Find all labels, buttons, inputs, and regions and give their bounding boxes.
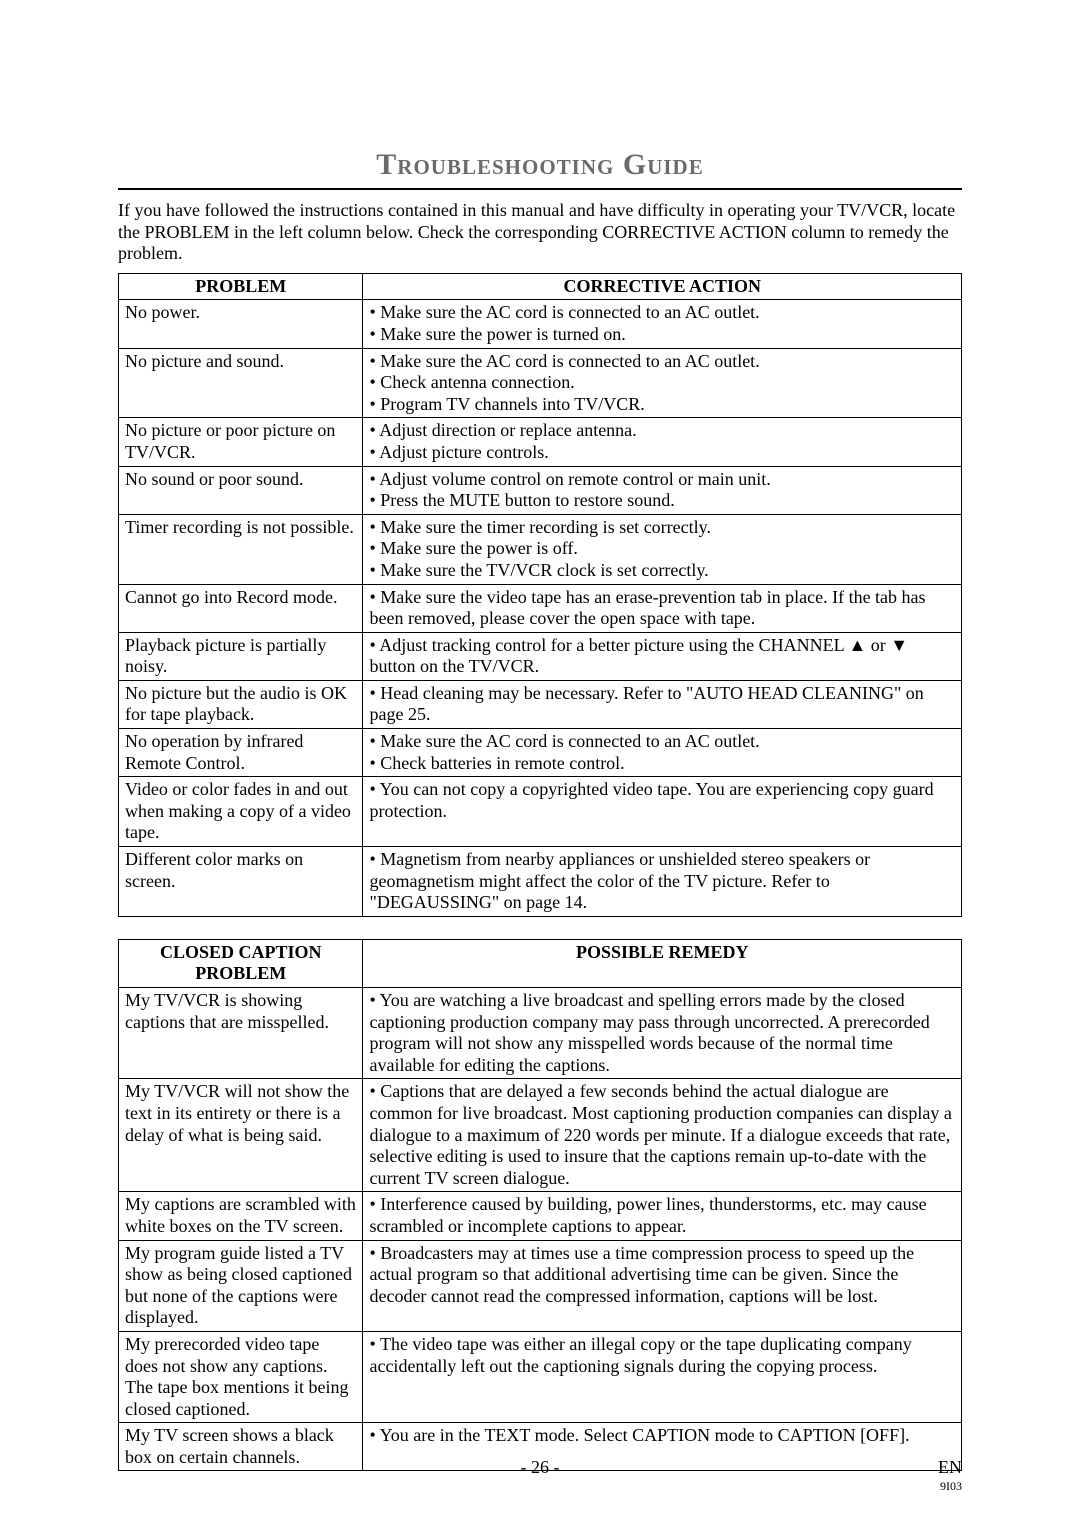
- problem-cell: Different color marks on screen.: [119, 847, 363, 917]
- problem-cell: No picture and sound.: [119, 348, 363, 418]
- problem-cell: My TV/VCR will not show the text in its …: [119, 1079, 363, 1192]
- header-cc-remedy: POSSIBLE REMEDY: [363, 939, 962, 987]
- table-row: No picture but the audio is OK for tape …: [119, 680, 962, 728]
- table-row: My captions are scrambled with white box…: [119, 1192, 962, 1240]
- table-row: Timer recording is not possible.• Make s…: [119, 514, 962, 584]
- table-row: Video or color fades in and out when mak…: [119, 777, 962, 847]
- action-cell: • Make sure the timer recording is set c…: [363, 514, 962, 584]
- action-cell: • Make sure the AC cord is connected to …: [363, 348, 962, 418]
- header-cc-problem: CLOSED CAPTION PROBLEM: [119, 939, 363, 987]
- problem-cell: No power.: [119, 300, 363, 348]
- problem-cell: No picture but the audio is OK for tape …: [119, 680, 363, 728]
- page-footer: - 26 - EN 9I03: [118, 1457, 962, 1478]
- problem-cell: No sound or poor sound.: [119, 466, 363, 514]
- problem-cell: Timer recording is not possible.: [119, 514, 363, 584]
- header-action: CORRECTIVE ACTION: [363, 273, 962, 300]
- table-row: Cannot go into Record mode.• Make sure t…: [119, 584, 962, 632]
- problem-cell: Video or color fades in and out when mak…: [119, 777, 363, 847]
- table-row: No operation by infrared Remote Control.…: [119, 729, 962, 777]
- table-row: My TV/VCR will not show the text in its …: [119, 1079, 962, 1192]
- table-header-row: PROBLEM CORRECTIVE ACTION: [119, 273, 962, 300]
- action-cell: • Adjust direction or replace antenna. •…: [363, 418, 962, 466]
- action-cell: • You can not copy a copyrighted video t…: [363, 777, 962, 847]
- footer-lang: EN: [938, 1457, 962, 1478]
- action-cell: • Make sure the AC cord is connected to …: [363, 300, 962, 348]
- problem-cell: Cannot go into Record mode.: [119, 584, 363, 632]
- action-cell: • Interference caused by building, power…: [363, 1192, 962, 1240]
- intro-paragraph: If you have followed the instructions co…: [118, 200, 962, 265]
- action-cell: • Captions that are delayed a few second…: [363, 1079, 962, 1192]
- table-row: No sound or poor sound.• Adjust volume c…: [119, 466, 962, 514]
- action-cell: • Magnetism from nearby appliances or un…: [363, 847, 962, 917]
- action-cell: • Broadcasters may at times use a time c…: [363, 1240, 962, 1331]
- page-title: Troubleshooting Guide: [118, 148, 962, 182]
- closed-caption-table: CLOSED CAPTION PROBLEM POSSIBLE REMEDY M…: [118, 939, 962, 1472]
- table-row: My program guide listed a TV show as bei…: [119, 1240, 962, 1331]
- action-cell: • The video tape was either an illegal c…: [363, 1331, 962, 1422]
- table-row: My TV/VCR is showing captions that are m…: [119, 988, 962, 1079]
- action-cell: • You are watching a live broadcast and …: [363, 988, 962, 1079]
- table-row: No picture and sound.• Make sure the AC …: [119, 348, 962, 418]
- table-row: No picture or poor picture on TV/VCR.• A…: [119, 418, 962, 466]
- table-header-row: CLOSED CAPTION PROBLEM POSSIBLE REMEDY: [119, 939, 962, 987]
- problem-cell: Playback picture is partially noisy.: [119, 632, 363, 680]
- table-spacer: [118, 917, 962, 939]
- header-problem: PROBLEM: [119, 273, 363, 300]
- troubleshooting-table: PROBLEM CORRECTIVE ACTION No power.• Mak…: [118, 273, 962, 917]
- problem-cell: My captions are scrambled with white box…: [119, 1192, 363, 1240]
- table-row: No power.• Make sure the AC cord is conn…: [119, 300, 962, 348]
- problem-cell: My TV/VCR is showing captions that are m…: [119, 988, 363, 1079]
- page: Troubleshooting Guide If you have follow…: [0, 0, 1080, 1528]
- footer-code: 9I03: [940, 1479, 962, 1494]
- action-cell: • Adjust volume control on remote contro…: [363, 466, 962, 514]
- action-cell: • Make sure the AC cord is connected to …: [363, 729, 962, 777]
- title-rule: [118, 188, 962, 190]
- problem-cell: My program guide listed a TV show as bei…: [119, 1240, 363, 1331]
- table-row: Different color marks on screen.• Magnet…: [119, 847, 962, 917]
- action-cell: • Adjust tracking control for a better p…: [363, 632, 962, 680]
- table-row: Playback picture is partially noisy.• Ad…: [119, 632, 962, 680]
- problem-cell: No picture or poor picture on TV/VCR.: [119, 418, 363, 466]
- action-cell: • Head cleaning may be necessary. Refer …: [363, 680, 962, 728]
- problem-cell: No operation by infrared Remote Control.: [119, 729, 363, 777]
- action-cell: • Make sure the video tape has an erase-…: [363, 584, 962, 632]
- table-row: My prerecorded video tape does not show …: [119, 1331, 962, 1422]
- page-number: - 26 -: [118, 1457, 962, 1478]
- problem-cell: My prerecorded video tape does not show …: [119, 1331, 363, 1422]
